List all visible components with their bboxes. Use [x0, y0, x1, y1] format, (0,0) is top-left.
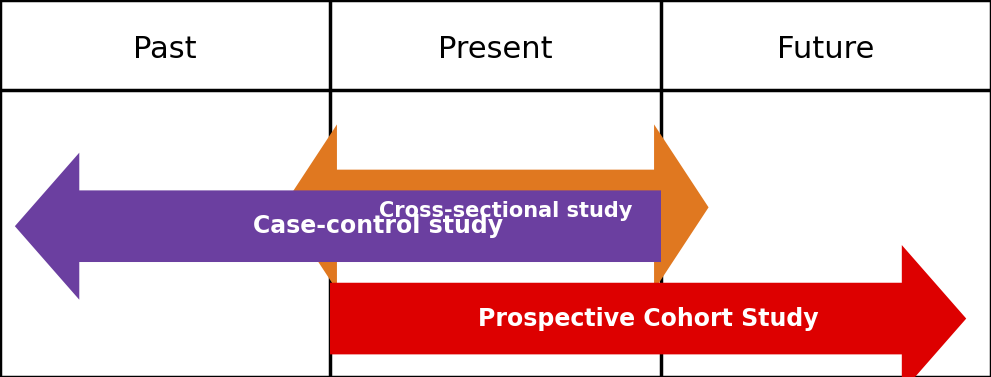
- Text: Present: Present: [438, 35, 553, 63]
- Polygon shape: [330, 245, 966, 377]
- Text: Case-control study: Case-control study: [253, 214, 502, 238]
- Polygon shape: [15, 153, 661, 300]
- Text: Prospective Cohort Study: Prospective Cohort Study: [478, 307, 819, 331]
- Polygon shape: [282, 124, 709, 290]
- Text: Past: Past: [133, 35, 197, 63]
- Text: Future: Future: [777, 35, 875, 63]
- Text: Cross-sectional study: Cross-sectional study: [379, 201, 632, 221]
